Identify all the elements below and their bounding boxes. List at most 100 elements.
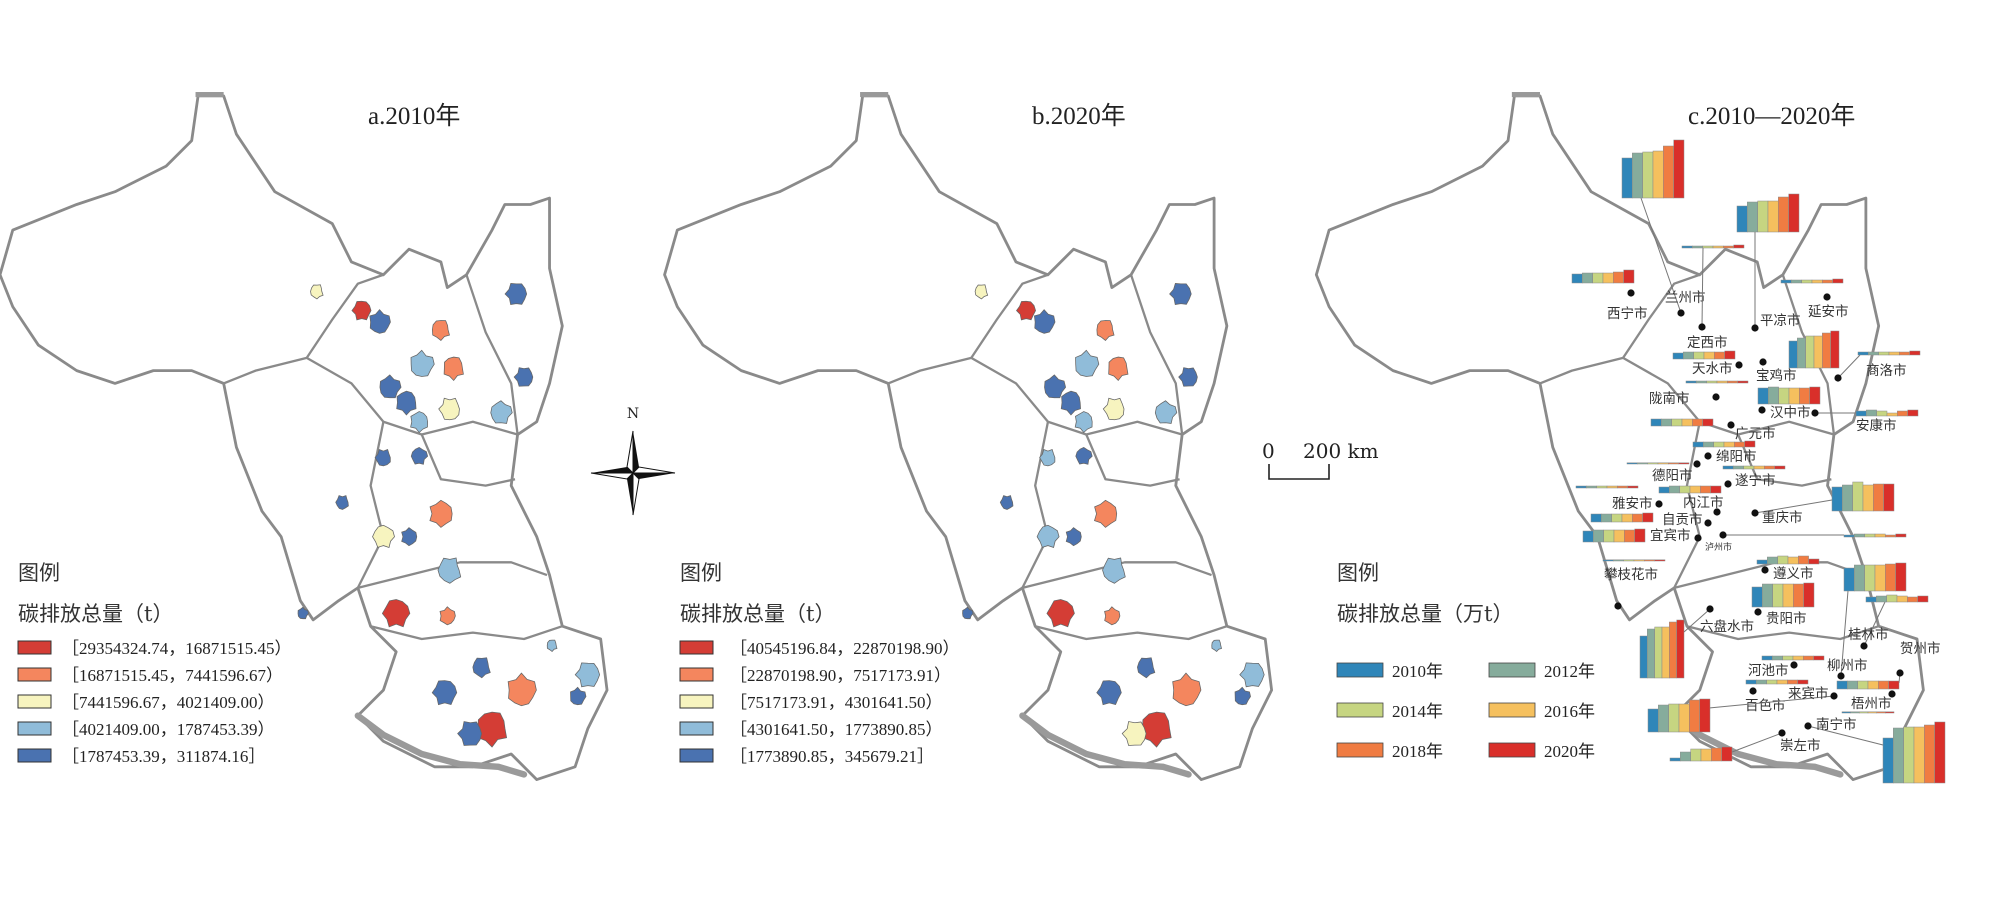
city-region [369,309,391,334]
emission-bar [1888,680,1900,690]
legend-year-swatch [1488,742,1536,758]
leader-line [1731,732,1783,753]
emission-bar [1692,441,1704,448]
emission-bar [1671,418,1683,427]
city-marker: 定西市 [1681,244,1745,351]
emission-bar [1650,418,1662,427]
emission-bar [1797,337,1806,369]
emission-bar [1586,485,1597,489]
province-boundary [1539,356,1835,436]
legend-year-label: 2016年 [1544,702,1595,721]
scale-zero: 0 [1262,439,1275,463]
emission-bar [1745,679,1757,685]
emission-bar [1712,245,1724,249]
emission-bar [1637,462,1648,465]
emission-bar [1592,272,1604,284]
city-marker: 南宁市 [1804,716,1946,784]
emission-bar [1657,462,1669,465]
province-boundary [1622,273,1701,359]
emission-bar [1714,351,1725,360]
emission-bar [1899,351,1910,356]
legend-year-swatch [1488,702,1536,718]
emission-bar [1847,680,1858,690]
national-border [1019,712,1192,778]
emission-bar [1764,465,1775,470]
city-label: 柳州市 [1827,657,1868,674]
city-label: 重庆市 [1762,509,1803,526]
city-marker: 遂宁市 [1722,465,1786,489]
emission-bar [1788,193,1800,233]
city-region [401,527,418,547]
city-label: 贺州市 [1900,640,1941,657]
emission-bar [1757,200,1769,233]
emission-bar [1743,465,1755,470]
legend-year-label: 2020年 [1544,742,1595,761]
emission-bar [1768,386,1779,405]
emission-bar [1734,441,1745,448]
city-label: 广元市 [1735,425,1776,442]
emission-bar [1854,533,1865,538]
city-dot [1751,324,1759,332]
study-area-outline [0,94,609,781]
emission-bar [1602,272,1614,284]
emission-bar [1791,279,1802,284]
emission-bar [1627,485,1639,489]
emission-bar [1632,513,1643,523]
city-region [410,349,435,377]
city-marker: 汉中市 [1757,386,1821,421]
city-marker: 泸州市 [1705,531,1907,553]
emission-bar [1836,680,1848,690]
city-region [1172,672,1202,707]
emission-bar [1692,245,1703,249]
province-boundary [370,625,563,641]
emission-bar [1613,559,1624,562]
province-boundary [1022,561,1212,589]
leader-line [1708,695,1835,709]
emission-bar [1874,533,1886,538]
emission-bar [1808,558,1820,565]
emission-bar [1621,513,1633,523]
province-boundary [465,274,519,435]
city-label: 攀枝花市 [1604,566,1658,583]
emission-bar [1692,418,1703,427]
legend-subtitle: 碳排放总量（t） [680,602,835,626]
city-dot [1706,605,1714,613]
legend-swatch [679,694,714,709]
emission-bar [1681,418,1693,427]
emission-bar [1868,351,1879,356]
emission-bar [1830,330,1840,369]
emission-bar [1733,244,1745,249]
city-label: 宜宾市 [1650,527,1691,544]
city-dot [1693,460,1701,468]
city-region [1074,411,1093,434]
emission-bar [1780,279,1792,284]
emission-bar [1716,380,1728,384]
legend-range: ［4301641.50，1773890.85） [730,720,943,739]
emission-bar [1788,340,1798,369]
city-dot [1759,358,1767,366]
city-label: 安康市 [1856,417,1897,434]
city-label: 百色市 [1745,697,1786,714]
emission-bar [1634,528,1646,543]
legend-year-swatch [1488,662,1536,678]
emission-bar [1611,513,1623,523]
city-region [379,374,402,399]
city-label: 河池市 [1748,662,1789,679]
emission-bar [1888,351,1900,356]
legend-range: ［1787453.39，311874.16］ [62,747,265,766]
emission-bar [1832,278,1844,284]
emission-bar [1831,486,1843,512]
legend-year-swatch [1336,742,1384,758]
emission-bar [1866,409,1877,417]
city-region [372,524,395,548]
city-region [410,446,429,465]
city-label: 平凉市 [1760,312,1801,329]
city-dot [1655,500,1663,508]
emission-bar [1711,747,1722,762]
city-region [546,639,558,653]
emission-bar [1676,619,1685,679]
emission-bar [1767,200,1779,233]
city-region [374,448,391,467]
city-region [1060,390,1081,416]
emission-bar [1644,559,1655,562]
